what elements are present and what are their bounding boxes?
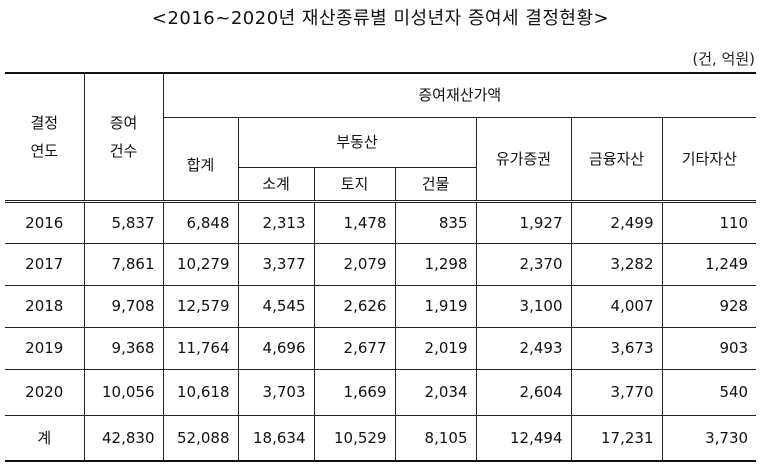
unit-label: (건, 억원) bbox=[692, 50, 755, 68]
cell-subtotal: 3,377 bbox=[237, 242, 315, 286]
cell-financial: 4,007 bbox=[570, 284, 663, 328]
cell-subtotal: 3,703 bbox=[237, 368, 315, 416]
cell-land: 2,626 bbox=[313, 284, 396, 328]
cell-securities: 2,370 bbox=[475, 242, 572, 286]
header-financial: 금융자산 bbox=[570, 116, 663, 202]
header-year-line2: 연도 bbox=[30, 141, 59, 160]
table-total-row: 계 42,830 52,088 18,634 10,529 8,105 12,4… bbox=[5, 414, 757, 462]
cell-count: 42,830 bbox=[83, 414, 164, 462]
table-row: 2018 9,708 12,579 4,545 2,626 1,919 3,10… bbox=[5, 284, 757, 328]
header-property-value: 증여재산가액 bbox=[162, 72, 757, 118]
cell-other: 3,730 bbox=[661, 414, 757, 462]
cell-total: 12,579 bbox=[162, 284, 239, 328]
table-row: 2016 5,837 6,848 2,313 1,478 835 1,927 2… bbox=[5, 199, 757, 244]
table-row: 2017 7,861 10,279 3,377 2,079 1,298 2,37… bbox=[5, 242, 757, 286]
header-count: 증여 건수 bbox=[83, 72, 164, 202]
cell-financial: 2,499 bbox=[570, 199, 663, 244]
cell-total: 11,764 bbox=[162, 326, 239, 370]
cell-total: 6,848 bbox=[162, 199, 239, 244]
cell-land: 10,529 bbox=[313, 414, 396, 462]
cell-financial: 17,231 bbox=[570, 414, 663, 462]
cell-subtotal: 4,545 bbox=[237, 284, 315, 328]
cell-other: 1,249 bbox=[661, 242, 757, 286]
cell-other: 540 bbox=[661, 368, 757, 416]
cell-total: 10,279 bbox=[162, 242, 239, 286]
cell-building: 2,019 bbox=[394, 326, 477, 370]
gift-tax-table: 결정 연도 증여 건수 증여재산가액 합계 부동산 유가증권 금융자산 기타자산… bbox=[5, 72, 757, 462]
header-year-line1: 결정 bbox=[30, 113, 59, 132]
cell-count: 7,861 bbox=[83, 242, 164, 286]
cell-subtotal: 2,313 bbox=[237, 199, 315, 244]
cell-financial: 3,673 bbox=[570, 326, 663, 370]
cell-other: 110 bbox=[661, 199, 757, 244]
cell-securities: 12,494 bbox=[475, 414, 572, 462]
cell-securities: 1,927 bbox=[475, 199, 572, 244]
header-building: 건물 bbox=[394, 166, 476, 202]
cell-other: 928 bbox=[661, 284, 757, 328]
cell-building: 8,105 bbox=[394, 414, 477, 462]
cell-year: 2017 bbox=[5, 242, 85, 286]
cell-year: 2016 bbox=[5, 199, 85, 244]
cell-securities: 2,493 bbox=[475, 326, 572, 370]
cell-count: 5,837 bbox=[83, 199, 164, 244]
cell-land: 2,079 bbox=[313, 242, 396, 286]
cell-securities: 2,604 bbox=[475, 368, 572, 416]
header-count-line2: 건수 bbox=[109, 141, 138, 160]
cell-total: 52,088 bbox=[162, 414, 239, 462]
table-row: 2019 9,368 11,764 4,696 2,677 2,019 2,49… bbox=[5, 326, 757, 370]
cell-building: 835 bbox=[394, 199, 477, 244]
cell-count: 10,056 bbox=[83, 368, 164, 416]
cell-financial: 3,282 bbox=[570, 242, 663, 286]
header-securities: 유가증권 bbox=[475, 116, 572, 202]
cell-land: 1,669 bbox=[313, 368, 396, 416]
cell-year: 계 bbox=[5, 414, 85, 462]
cell-year: 2018 bbox=[5, 284, 85, 328]
cell-securities: 3,100 bbox=[475, 284, 572, 328]
header-land: 토지 bbox=[313, 166, 396, 202]
cell-building: 1,298 bbox=[394, 242, 477, 286]
cell-total: 10,618 bbox=[162, 368, 239, 416]
header-real-estate: 부동산 bbox=[237, 116, 477, 168]
header-total: 합계 bbox=[163, 116, 239, 202]
header-subtotal: 소계 bbox=[238, 166, 315, 202]
page-title: <2016~2020년 재산종류별 미성년자 증여세 결정현황> bbox=[151, 8, 610, 29]
table-body: 2016 5,837 6,848 2,313 1,478 835 1,927 2… bbox=[5, 199, 757, 462]
cell-financial: 3,770 bbox=[570, 368, 663, 416]
cell-building: 2,034 bbox=[394, 368, 477, 416]
cell-building: 1,919 bbox=[394, 284, 477, 328]
header-count-line1: 증여 bbox=[109, 113, 138, 132]
header-year: 결정 연도 bbox=[5, 72, 85, 202]
cell-other: 903 bbox=[661, 326, 757, 370]
cell-count: 9,708 bbox=[83, 284, 164, 328]
cell-land: 1,478 bbox=[313, 199, 396, 244]
table-row: 2020 10,056 10,618 3,703 1,669 2,034 2,6… bbox=[5, 368, 757, 416]
table-header: 결정 연도 증여 건수 증여재산가액 합계 부동산 유가증권 금융자산 기타자산… bbox=[5, 72, 757, 202]
cell-year: 2019 bbox=[5, 326, 85, 370]
cell-year: 2020 bbox=[5, 368, 85, 416]
cell-count: 9,368 bbox=[83, 326, 164, 370]
cell-land: 2,677 bbox=[313, 326, 396, 370]
cell-subtotal: 18,634 bbox=[237, 414, 315, 462]
cell-subtotal: 4,696 bbox=[237, 326, 315, 370]
header-other: 기타자산 bbox=[661, 116, 757, 202]
